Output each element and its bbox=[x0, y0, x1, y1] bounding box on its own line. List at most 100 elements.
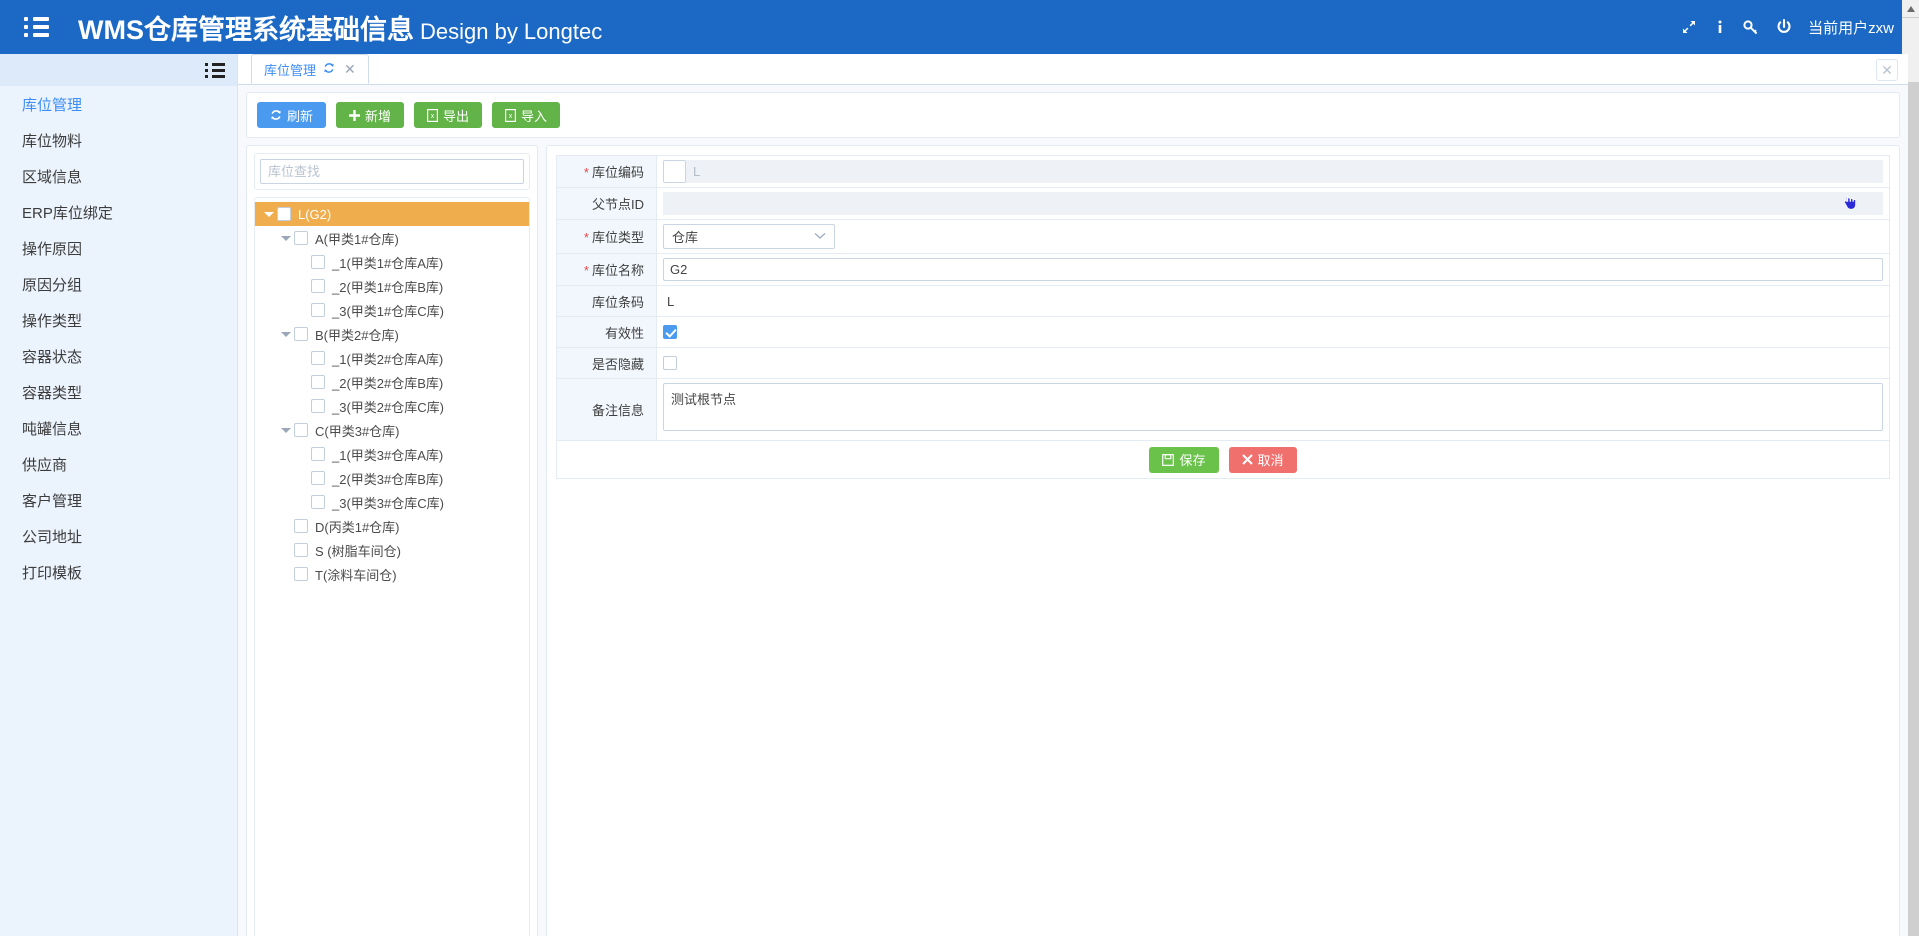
close-icon[interactable]: ✕ bbox=[344, 60, 356, 77]
tree-node-checkbox[interactable] bbox=[311, 255, 325, 269]
tree-node-label: C(甲类3#仓库) bbox=[315, 423, 400, 439]
sidebar-item[interactable]: 库位管理 bbox=[0, 86, 237, 122]
sidebar-item[interactable]: 操作类型 bbox=[0, 302, 237, 338]
code-prefix-input[interactable] bbox=[663, 160, 686, 183]
sidebar-item[interactable]: 供应商 bbox=[0, 446, 237, 482]
parent-id-input[interactable] bbox=[663, 192, 1883, 215]
import-button[interactable]: x 导入 bbox=[492, 102, 561, 128]
tree-node-checkbox[interactable] bbox=[294, 567, 308, 581]
tree-node-checkbox[interactable] bbox=[311, 375, 325, 389]
expand-arrows-icon[interactable] bbox=[1681, 19, 1697, 35]
tree-node-checkbox[interactable] bbox=[311, 279, 325, 293]
sidebar-item-label: 容器状态 bbox=[22, 348, 83, 366]
tree-node-label: _3(甲类2#仓库C库) bbox=[332, 399, 444, 415]
refresh-icon[interactable] bbox=[323, 62, 335, 77]
tree-node[interactable]: _3(甲类2#仓库C库) bbox=[255, 394, 529, 418]
sidebar-item[interactable]: ERP库位绑定 bbox=[0, 194, 237, 230]
close-all-tabs-button[interactable]: ✕ bbox=[1876, 59, 1898, 81]
sidebar: 库位管理库位物料 区域信息 ERP库位绑定 操作原因原因分组操作类型容器状态容器类型吨… bbox=[0, 54, 238, 936]
sidebar-item[interactable]: 库位物料 bbox=[0, 122, 237, 158]
tree-node[interactable]: _2(甲类2#仓库B库) bbox=[255, 370, 529, 394]
refresh-button-label: 刷新 bbox=[287, 108, 314, 124]
refresh-button[interactable]: 刷新 bbox=[257, 102, 327, 128]
chevron-down-icon bbox=[814, 231, 826, 243]
sidebar-item[interactable]: 吨罐信息 bbox=[0, 410, 237, 446]
tree-node[interactable]: D(丙类1#仓库) bbox=[255, 514, 529, 538]
tree-node[interactable]: _3(甲类3#仓库C库) bbox=[255, 490, 529, 514]
add-button[interactable]: 新增 bbox=[336, 102, 405, 128]
tree-node-label: L(G2) bbox=[298, 206, 332, 222]
sidebar-item[interactable]: 容器状态 bbox=[0, 338, 237, 374]
remark-textarea[interactable] bbox=[663, 383, 1883, 431]
sidebar-item-label: 库位管理 bbox=[22, 96, 83, 114]
hamburger-icon[interactable] bbox=[24, 17, 50, 37]
sidebar-item[interactable]: 公司地址 bbox=[0, 518, 237, 554]
export-button[interactable]: x 导出 bbox=[414, 102, 483, 128]
label-hidden: 是否隐藏 bbox=[556, 347, 657, 379]
tree-node[interactable]: _2(甲类1#仓库B库) bbox=[255, 274, 529, 298]
current-user-label[interactable]: 当前用户zxw bbox=[1808, 19, 1894, 37]
tree-node-checkbox[interactable] bbox=[294, 519, 308, 533]
tree-node[interactable]: B(甲类2#仓库) bbox=[255, 322, 529, 346]
hand-cursor-icon bbox=[1842, 194, 1857, 213]
cancel-button[interactable]: 取消 bbox=[1228, 446, 1297, 473]
tree-node-checkbox[interactable] bbox=[294, 327, 308, 341]
sidebar-item[interactable]: 容器类型 bbox=[0, 374, 237, 410]
tree-node-checkbox[interactable] bbox=[294, 543, 308, 557]
valid-checkbox[interactable] bbox=[663, 324, 677, 339]
tree-node[interactable]: _3(甲类1#仓库C库) bbox=[255, 298, 529, 322]
sidebar-item[interactable]: 客户管理 bbox=[0, 482, 237, 518]
tree-node[interactable]: L(G2) bbox=[255, 202, 529, 226]
sidebar-item[interactable]: 打印模板 bbox=[0, 554, 237, 590]
sidebar-item-label: 原因分组 bbox=[22, 276, 83, 294]
name-input[interactable] bbox=[663, 258, 1883, 281]
tab-inventory-location[interactable]: 库位管理 ✕ bbox=[251, 54, 369, 84]
save-button[interactable]: 保存 bbox=[1149, 446, 1219, 473]
sidebar-item[interactable]: 原因分组 bbox=[0, 266, 237, 302]
tree-node-label: _2(甲类2#仓库B库) bbox=[332, 375, 444, 391]
tree-node[interactable]: S (树脂车间仓) bbox=[255, 538, 529, 562]
tree-node-checkbox[interactable] bbox=[311, 303, 325, 317]
caret-down-icon[interactable] bbox=[261, 211, 277, 217]
import-file-icon: x bbox=[505, 108, 517, 122]
tree-node[interactable]: _1(甲类3#仓库A库) bbox=[255, 442, 529, 466]
caret-down-icon[interactable] bbox=[278, 331, 294, 337]
key-icon[interactable] bbox=[1743, 19, 1760, 35]
tree-node[interactable]: _1(甲类2#仓库A库) bbox=[255, 346, 529, 370]
tree-node-checkbox[interactable] bbox=[277, 207, 291, 221]
close-icon bbox=[1241, 454, 1253, 465]
search-box bbox=[254, 153, 530, 190]
sidebar-item[interactable]: 区域信息 bbox=[0, 158, 237, 194]
export-button-label: 导出 bbox=[443, 108, 470, 124]
tree-node[interactable]: _1(甲类1#仓库A库) bbox=[255, 250, 529, 274]
type-select[interactable]: 仓库 bbox=[663, 224, 835, 249]
app-title-main: WMS仓库管理系统基础信息 bbox=[78, 14, 414, 45]
caret-down-icon[interactable] bbox=[278, 235, 294, 241]
tree-node-checkbox[interactable] bbox=[294, 423, 308, 437]
search-input[interactable] bbox=[260, 159, 524, 184]
tree-node[interactable]: C(甲类3#仓库) bbox=[255, 418, 529, 442]
tree-node-checkbox[interactable] bbox=[311, 471, 325, 485]
code-input[interactable] bbox=[686, 160, 1883, 183]
tree-node[interactable]: T(涂料车间仓) bbox=[255, 562, 529, 586]
caret-down-icon[interactable] bbox=[278, 427, 294, 433]
power-icon[interactable] bbox=[1776, 19, 1792, 35]
scroll-up-arrow-icon[interactable] bbox=[1902, 0, 1919, 17]
form-row-actions: 保存 取消 bbox=[556, 440, 1890, 479]
tree-node-checkbox[interactable] bbox=[311, 447, 325, 461]
svg-text:x: x bbox=[431, 113, 435, 120]
tree-node-checkbox[interactable] bbox=[311, 351, 325, 365]
sidebar-item[interactable]: 操作原因 bbox=[0, 230, 237, 266]
hidden-checkbox[interactable] bbox=[663, 355, 677, 370]
label-name: * 库位名称 bbox=[556, 253, 657, 286]
form-row-hidden: 是否隐藏 bbox=[556, 347, 1890, 379]
tree-node[interactable]: _2(甲类3#仓库B库) bbox=[255, 466, 529, 490]
tree-node-label: _3(甲类3#仓库C库) bbox=[332, 495, 444, 511]
tree-node-label: _2(甲类1#仓库B库) bbox=[332, 279, 444, 295]
tree-node-checkbox[interactable] bbox=[294, 231, 308, 245]
tree-node-checkbox[interactable] bbox=[311, 399, 325, 413]
list-icon[interactable] bbox=[205, 62, 225, 78]
tree-node[interactable]: A(甲类1#仓库) bbox=[255, 226, 529, 250]
tree-node-checkbox[interactable] bbox=[311, 495, 325, 509]
info-icon[interactable] bbox=[1713, 19, 1727, 35]
